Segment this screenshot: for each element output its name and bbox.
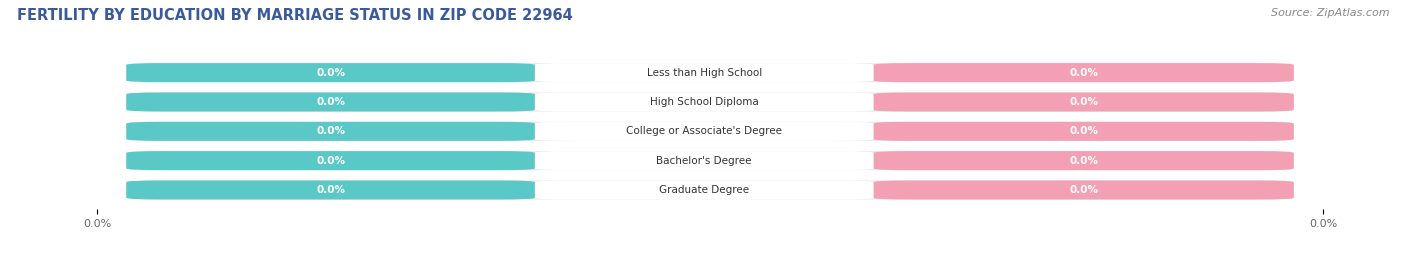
FancyBboxPatch shape [534, 122, 873, 141]
FancyBboxPatch shape [127, 180, 1294, 199]
FancyBboxPatch shape [127, 63, 1294, 82]
FancyBboxPatch shape [873, 63, 1294, 82]
Text: Graduate Degree: Graduate Degree [659, 185, 749, 195]
FancyBboxPatch shape [873, 180, 1294, 199]
Text: 0.0%: 0.0% [1069, 185, 1098, 195]
FancyBboxPatch shape [127, 63, 534, 82]
Text: 0.0%: 0.0% [316, 126, 344, 136]
FancyBboxPatch shape [873, 151, 1294, 170]
FancyBboxPatch shape [534, 180, 873, 199]
FancyBboxPatch shape [534, 151, 873, 170]
Text: 0.0%: 0.0% [1069, 68, 1098, 78]
FancyBboxPatch shape [127, 92, 1294, 111]
FancyBboxPatch shape [534, 92, 873, 111]
FancyBboxPatch shape [127, 151, 1294, 170]
Text: 0.0%: 0.0% [1069, 97, 1098, 107]
Text: 0.0%: 0.0% [316, 185, 344, 195]
Text: High School Diploma: High School Diploma [650, 97, 759, 107]
Text: 0.0%: 0.0% [316, 156, 344, 166]
FancyBboxPatch shape [127, 92, 534, 111]
Text: 0.0%: 0.0% [316, 97, 344, 107]
Text: 0.0%: 0.0% [316, 68, 344, 78]
Text: Source: ZipAtlas.com: Source: ZipAtlas.com [1271, 8, 1389, 18]
Text: 0.0%: 0.0% [1069, 156, 1098, 166]
Text: Less than High School: Less than High School [647, 68, 762, 78]
FancyBboxPatch shape [534, 63, 873, 82]
FancyBboxPatch shape [127, 122, 1294, 141]
Text: College or Associate's Degree: College or Associate's Degree [626, 126, 782, 136]
FancyBboxPatch shape [127, 122, 534, 141]
FancyBboxPatch shape [127, 151, 534, 170]
Text: Bachelor's Degree: Bachelor's Degree [657, 156, 752, 166]
Text: FERTILITY BY EDUCATION BY MARRIAGE STATUS IN ZIP CODE 22964: FERTILITY BY EDUCATION BY MARRIAGE STATU… [17, 8, 572, 23]
FancyBboxPatch shape [127, 180, 534, 199]
Text: 0.0%: 0.0% [1069, 126, 1098, 136]
FancyBboxPatch shape [873, 122, 1294, 141]
FancyBboxPatch shape [873, 92, 1294, 111]
